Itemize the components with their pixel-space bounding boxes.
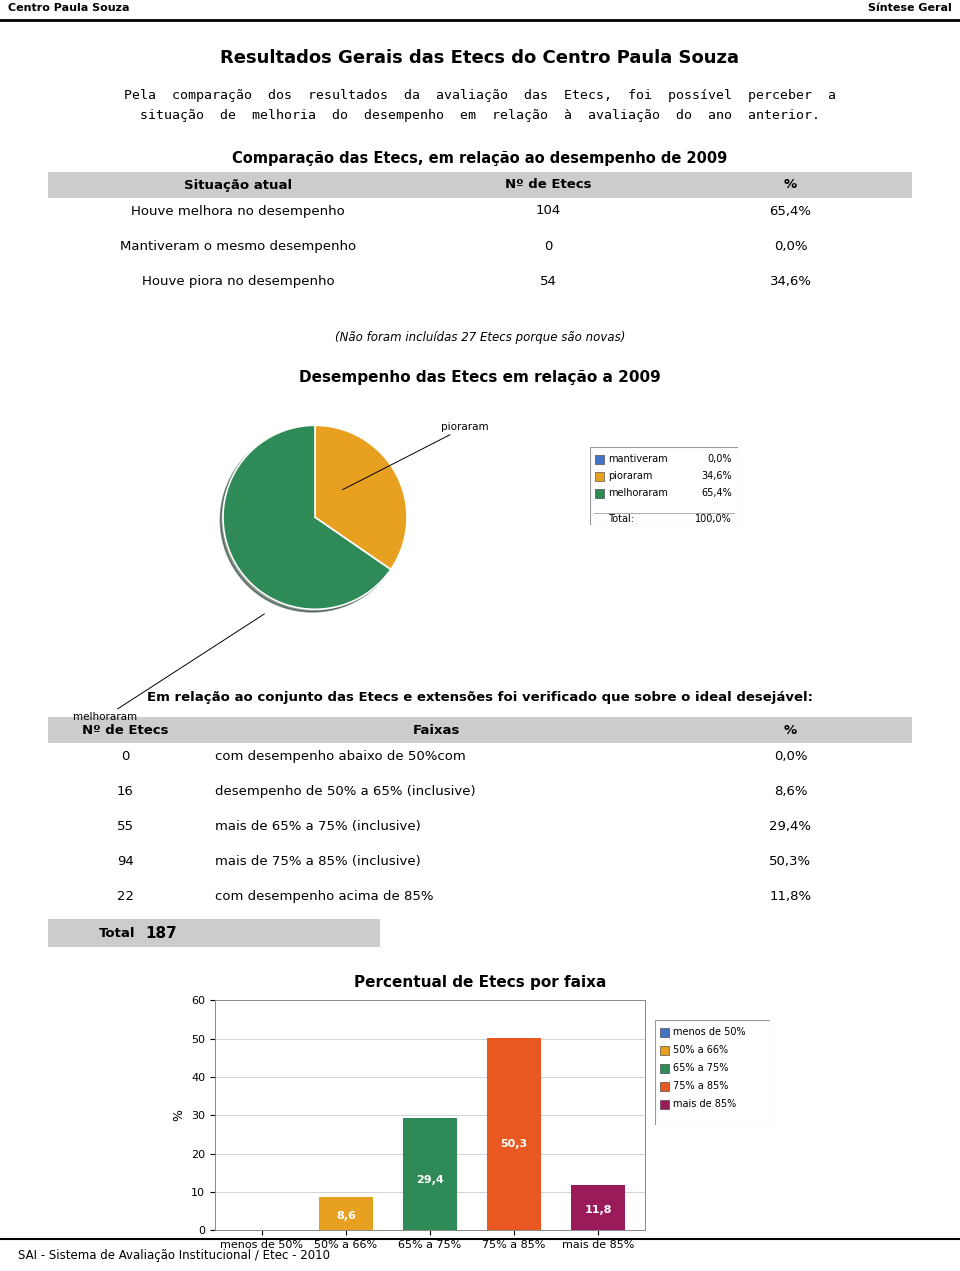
Text: 65,4%: 65,4% — [701, 488, 732, 498]
Text: %: % — [784, 723, 797, 737]
Text: 0,0%: 0,0% — [708, 454, 732, 464]
Bar — [660, 1064, 669, 1074]
Text: 187: 187 — [146, 925, 178, 941]
Text: 65% a 75%: 65% a 75% — [673, 1064, 729, 1074]
Text: Total: Total — [99, 927, 135, 939]
Bar — [571, 1185, 626, 1230]
Bar — [595, 473, 604, 482]
Text: Desempenho das Etecs em relação a 2009: Desempenho das Etecs em relação a 2009 — [300, 370, 660, 385]
Bar — [48, 717, 912, 744]
Text: com desempenho abaixo de 50%com: com desempenho abaixo de 50%com — [215, 750, 466, 763]
Text: melhoraram: melhoraram — [74, 614, 264, 722]
Text: mantiveram: mantiveram — [608, 454, 667, 464]
Bar — [660, 1101, 669, 1110]
Text: 0,0%: 0,0% — [774, 750, 807, 763]
Text: Situação atual: Situação atual — [184, 178, 292, 192]
Text: situação  de  melhoria  do  desempenho  em  relação  à  avaliação  do  ano  ante: situação de melhoria do desempenho em re… — [140, 108, 820, 122]
Bar — [48, 172, 912, 198]
Text: 94: 94 — [117, 855, 133, 868]
Text: 65,4%: 65,4% — [770, 205, 811, 217]
Text: mais de 75% a 85% (inclusive): mais de 75% a 85% (inclusive) — [215, 855, 420, 868]
Bar — [660, 1046, 669, 1055]
Text: mais de 65% a 75% (inclusive): mais de 65% a 75% (inclusive) — [215, 820, 420, 833]
Text: Total:: Total: — [608, 515, 634, 525]
Bar — [319, 1197, 373, 1230]
Text: 0: 0 — [121, 750, 130, 763]
Text: 34,6%: 34,6% — [702, 472, 732, 482]
Bar — [487, 1037, 541, 1230]
Text: Em relação ao conjunto das Etecs e extensões foi verificado que sobre o ideal de: Em relação ao conjunto das Etecs e exten… — [147, 691, 813, 704]
Text: 50,3%: 50,3% — [769, 855, 811, 868]
Text: 55: 55 — [117, 820, 134, 833]
Text: pioraram: pioraram — [343, 422, 490, 489]
Bar — [595, 489, 604, 498]
Text: Pela  comparação  dos  resultados  da  avaliação  das  Etecs,  foi  possível  pe: Pela comparação dos resultados da avalia… — [124, 89, 836, 102]
Text: menos de 50%: menos de 50% — [673, 1027, 746, 1037]
Text: Mantiveram o mesmo desempenho: Mantiveram o mesmo desempenho — [120, 240, 356, 253]
Text: Resultados Gerais das Etecs do Centro Paula Souza: Resultados Gerais das Etecs do Centro Pa… — [221, 50, 739, 67]
Y-axis label: %: % — [173, 1110, 185, 1121]
Text: 75% a 85%: 75% a 85% — [673, 1082, 729, 1092]
Text: 50% a 66%: 50% a 66% — [673, 1046, 728, 1055]
Text: Nº de Etecs: Nº de Etecs — [505, 178, 591, 192]
Bar — [660, 1083, 669, 1092]
Text: 11,8: 11,8 — [585, 1205, 612, 1215]
Text: Centro Paula Souza: Centro Paula Souza — [8, 3, 130, 13]
Text: 29,4: 29,4 — [416, 1174, 444, 1185]
Bar — [660, 1028, 669, 1037]
Text: melhoraram: melhoraram — [608, 488, 668, 498]
Text: 50,3: 50,3 — [500, 1139, 528, 1149]
Text: 22: 22 — [117, 890, 134, 904]
Text: 11,8%: 11,8% — [769, 890, 811, 904]
Text: Houve piora no desempenho: Houve piora no desempenho — [142, 275, 334, 287]
Text: %: % — [784, 178, 797, 192]
Text: (Não foram incluídas 27 Etecs porque são novas): (Não foram incluídas 27 Etecs porque são… — [335, 330, 625, 343]
Text: 16: 16 — [117, 785, 134, 798]
Wedge shape — [223, 426, 391, 609]
Text: pioraram: pioraram — [608, 472, 653, 482]
Text: Síntese Geral: Síntese Geral — [868, 3, 952, 13]
Text: com desempenho acima de 85%: com desempenho acima de 85% — [215, 890, 434, 904]
Bar — [402, 1117, 457, 1230]
Text: 34,6%: 34,6% — [770, 275, 811, 287]
Wedge shape — [315, 426, 407, 569]
Text: 54: 54 — [540, 275, 557, 287]
Text: Houve melhora no desempenho: Houve melhora no desempenho — [132, 205, 345, 217]
Text: 8,6: 8,6 — [336, 1210, 356, 1220]
Text: mais de 85%: mais de 85% — [673, 1099, 736, 1110]
Text: SAI - Sistema de Avaliação Institucional / Etec - 2010: SAI - Sistema de Avaliação Institucional… — [18, 1248, 330, 1262]
Text: 29,4%: 29,4% — [770, 820, 811, 833]
Text: Faixas: Faixas — [412, 723, 460, 737]
Text: 100,0%: 100,0% — [695, 515, 732, 525]
Text: desempenho de 50% a 65% (inclusive): desempenho de 50% a 65% (inclusive) — [215, 785, 475, 798]
Bar — [595, 455, 604, 464]
Text: Percentual de Etecs por faixa: Percentual de Etecs por faixa — [354, 975, 606, 990]
Bar — [48, 919, 380, 947]
Text: 104: 104 — [536, 205, 562, 217]
Text: 0: 0 — [544, 240, 553, 253]
Text: Comparação das Etecs, em relação ao desempenho de 2009: Comparação das Etecs, em relação ao dese… — [232, 150, 728, 165]
Text: Nº de Etecs: Nº de Etecs — [83, 723, 169, 737]
Text: 0,0%: 0,0% — [774, 240, 807, 253]
Text: 8,6%: 8,6% — [774, 785, 807, 798]
